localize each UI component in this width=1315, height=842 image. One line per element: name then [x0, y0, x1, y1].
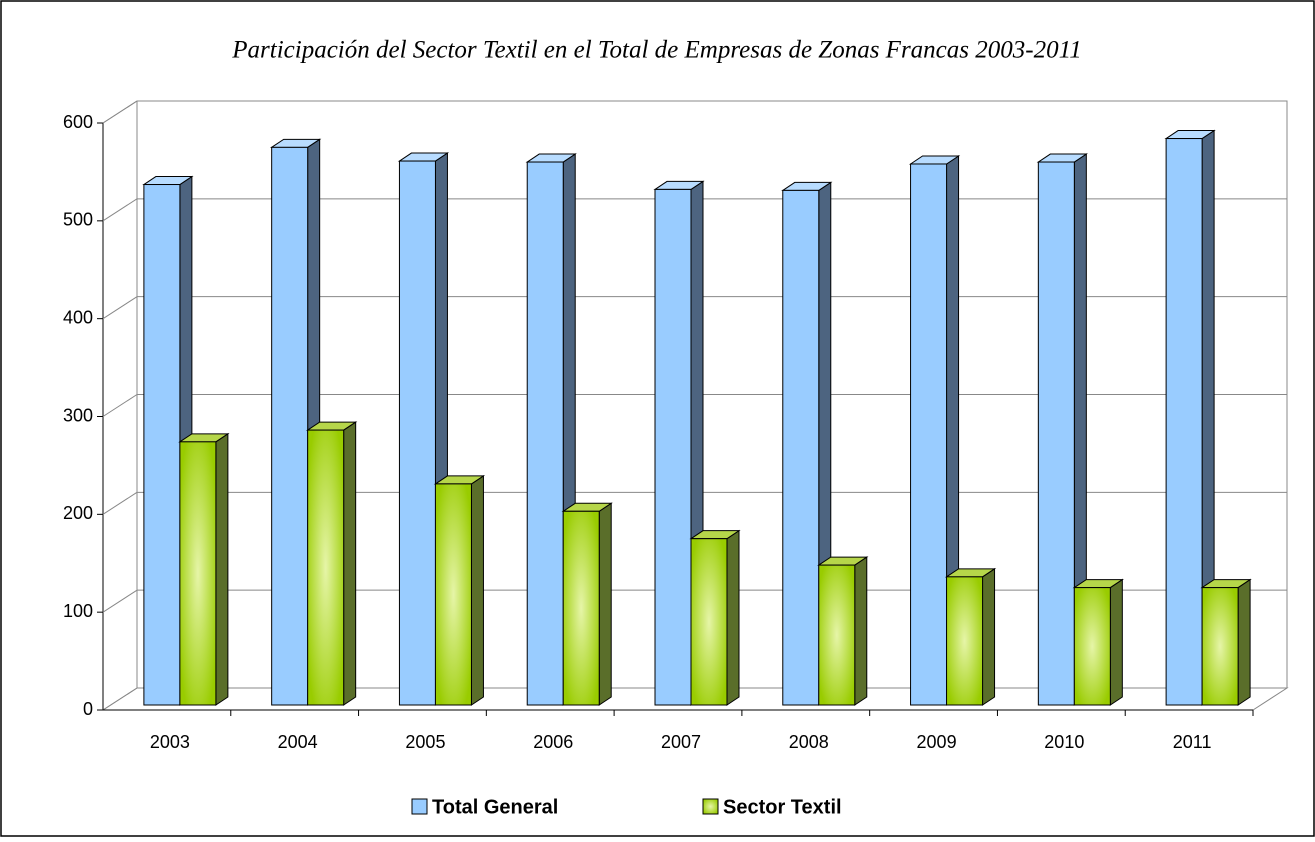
x-tick-label: 2009	[917, 732, 957, 752]
bar	[944, 567, 997, 706]
bar-face	[854, 556, 868, 706]
y-tick-label: 300	[63, 405, 93, 425]
x-tick-label: 2003	[150, 732, 190, 752]
bar-face	[726, 529, 740, 706]
x-tick-label: 2008	[789, 732, 829, 752]
bar-face	[271, 146, 309, 706]
grid-line	[102, 296, 138, 320]
bar	[817, 556, 869, 706]
bar	[1164, 129, 1216, 706]
x-tick-label: 2011	[1173, 732, 1212, 752]
bar-face	[818, 564, 856, 706]
legend-label: Total General	[432, 796, 558, 818]
bar-face	[434, 483, 472, 706]
bar-face	[982, 567, 996, 706]
bar-face	[562, 510, 600, 706]
bar	[653, 180, 705, 706]
bar-face	[1237, 578, 1251, 706]
bar-face	[307, 429, 345, 706]
bar	[1036, 153, 1088, 706]
x-tick-label: 2007	[661, 732, 701, 752]
grid-line	[102, 100, 138, 124]
legend-swatch	[702, 798, 719, 815]
bar	[1200, 578, 1252, 706]
bar-face	[1037, 161, 1075, 706]
bar-face	[143, 184, 181, 706]
bar-face	[215, 432, 229, 706]
legend-label: Sector Textil	[723, 796, 842, 818]
y-tick-label: 0	[83, 699, 93, 719]
bar-face	[690, 538, 728, 706]
bar-face	[343, 421, 357, 706]
y-tick-label: 100	[63, 601, 93, 621]
x-tick-label: 2010	[1044, 732, 1084, 752]
bar	[433, 474, 486, 706]
bar	[689, 529, 741, 706]
bar-face	[526, 161, 564, 706]
y-tick-label: 600	[63, 112, 93, 132]
bar-face	[1201, 587, 1239, 706]
bar-face	[179, 441, 217, 706]
bar-face	[398, 160, 436, 706]
x-tick-label: 2004	[278, 732, 318, 752]
bar	[908, 155, 961, 706]
grid-line	[102, 394, 138, 417]
bar	[306, 421, 358, 706]
x-tick-label: 2005	[405, 732, 445, 752]
bar-face	[910, 163, 948, 706]
y-tick-label: 200	[63, 503, 93, 523]
chart-title: Participación del Sector Textil en el To…	[231, 37, 1081, 64]
y-tick-label: 400	[63, 307, 93, 327]
grid-line	[102, 687, 138, 711]
bar-face	[1073, 587, 1111, 706]
bar-face	[598, 502, 612, 706]
x-tick-label: 2006	[533, 732, 573, 752]
bar-face	[782, 189, 820, 706]
y-tick-label: 500	[63, 210, 93, 230]
grid-line	[102, 198, 138, 222]
bar-face	[654, 188, 692, 706]
grid-line	[102, 589, 138, 613]
legend-swatch	[411, 798, 428, 815]
bar	[1072, 578, 1124, 706]
bar	[178, 432, 230, 706]
bar-face	[1109, 578, 1123, 706]
grid-line	[102, 491, 138, 515]
bar	[561, 502, 613, 706]
bar-face	[1165, 138, 1203, 706]
bar-face	[946, 576, 984, 706]
bar-face	[470, 474, 484, 706]
